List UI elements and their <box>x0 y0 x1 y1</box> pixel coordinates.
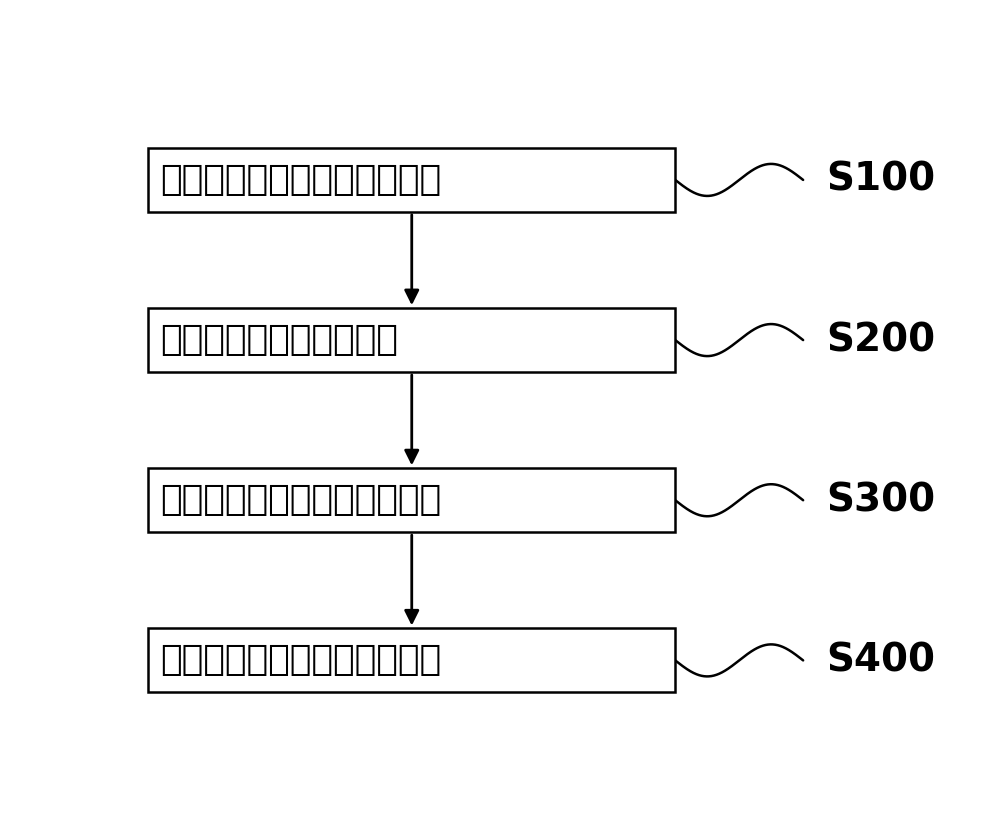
Text: S100: S100 <box>826 161 936 199</box>
Bar <box>148 308 675 372</box>
Text: 微纳结构薄片的选择与预处理: 微纳结构薄片的选择与预处理 <box>160 163 441 197</box>
Text: 纳米颗粒自组装接枝超亲水化: 纳米颗粒自组装接枝超亲水化 <box>160 643 441 677</box>
Text: S300: S300 <box>826 481 936 519</box>
Bar <box>148 148 675 212</box>
Text: S200: S200 <box>826 321 936 359</box>
Text: 膜表面等离子体诱导接枝聚合: 膜表面等离子体诱导接枝聚合 <box>160 483 441 518</box>
Bar <box>148 628 675 692</box>
Bar <box>148 468 675 532</box>
Text: 有微纳结构有机膜的制备: 有微纳结构有机膜的制备 <box>160 323 398 357</box>
Text: S400: S400 <box>826 641 935 680</box>
